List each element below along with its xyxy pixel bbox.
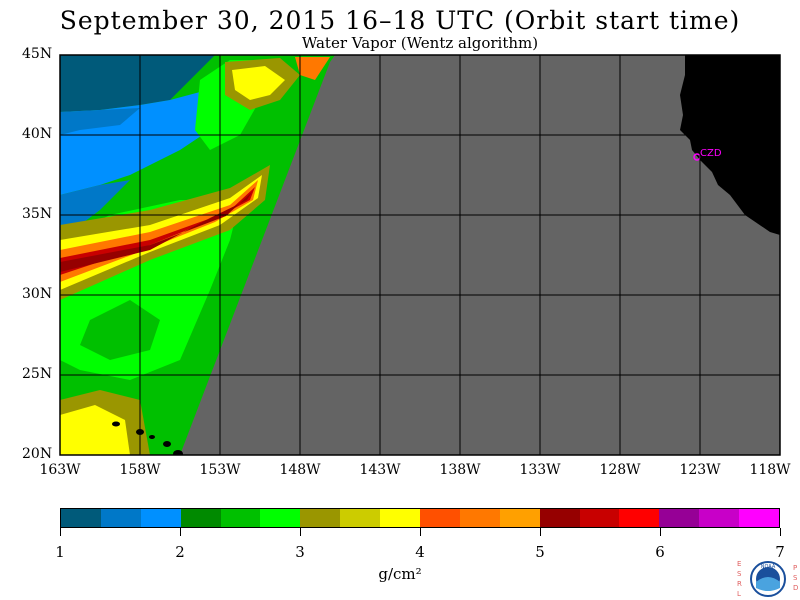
longitude-label: 123W	[679, 462, 721, 478]
colorbar-swatch	[100, 509, 141, 527]
colorbar-swatch	[659, 509, 700, 527]
logo-letter: S	[737, 570, 742, 578]
colorbar-tick-label: 4	[415, 543, 425, 561]
colorbar-swatch	[260, 509, 301, 527]
latitude-label: 30N	[22, 286, 53, 302]
river-core	[60, 192, 252, 272]
colorbar	[60, 508, 780, 528]
logo-letter: E	[737, 560, 742, 568]
latitude-label: 45N	[22, 46, 53, 62]
colorbar-tick-label: 5	[535, 543, 545, 561]
colorbar-swatch	[619, 509, 660, 527]
hawaii-island	[173, 450, 183, 455]
colorbar-tick-label: 6	[655, 543, 665, 561]
hawaii-island	[112, 421, 120, 427]
longitude-label: 158W	[119, 462, 161, 478]
logo-letter: S	[793, 574, 798, 582]
colorbar-swatch	[380, 509, 421, 527]
colorbar-swatch	[300, 509, 341, 527]
colorbar-swatch	[739, 509, 780, 527]
colorbar-swatch	[499, 509, 540, 527]
hawaii-island	[149, 435, 155, 439]
noaa-logo: NOAA E S R L P S D	[737, 558, 799, 600]
logo-letter: L	[737, 590, 741, 598]
longitude-label: 138W	[439, 462, 481, 478]
longitude-label: 128W	[599, 462, 641, 478]
colorbar-tick	[300, 528, 301, 536]
colorbar-swatch	[61, 509, 101, 527]
hawaii-island	[163, 441, 171, 447]
colorbar-tick	[780, 528, 781, 536]
colorbar-tick	[540, 528, 541, 536]
colorbar-tick-label: 7	[775, 543, 785, 561]
colorbar-tick-label: 1	[55, 543, 65, 561]
colorbar-tick	[60, 528, 61, 536]
longitude-label: 153W	[199, 462, 241, 478]
latitude-label: 35N	[22, 206, 53, 222]
colorbar-tick-label: 2	[175, 543, 185, 561]
longitude-label: 143W	[359, 462, 401, 478]
colorbar-swatch	[699, 509, 740, 527]
colorbar-tick	[660, 528, 661, 536]
logo-letter: D	[793, 584, 799, 592]
moist-swirl-yellow	[232, 66, 285, 100]
svg-text:NOAA: NOAA	[761, 564, 776, 570]
colorbar-swatch	[539, 509, 580, 527]
latitude-label: 25N	[22, 366, 53, 382]
dry-region-dark	[60, 55, 215, 112]
longitude-label: 148W	[279, 462, 321, 478]
colorbar-swatch	[340, 509, 381, 527]
map-title: September 30, 2015 16–18 UTC (Orbit star…	[59, 6, 741, 35]
latitude-label: 20N	[22, 446, 53, 462]
colorbar-tick	[180, 528, 181, 536]
longitude-label: 163W	[39, 462, 81, 478]
colorbar-unit: g/cm²	[378, 565, 422, 583]
gridlines	[60, 55, 780, 455]
colorbar-swatch	[420, 509, 460, 527]
colorbar-tick-label: 3	[295, 543, 305, 561]
dry-region-mid	[60, 108, 140, 135]
colorbar-swatch	[180, 509, 221, 527]
map-subtitle: Water Vapor (Wentz algorithm)	[301, 34, 539, 52]
longitude-label: 118W	[749, 462, 791, 478]
colorbar-swatch	[579, 509, 620, 527]
colorbar-swatch	[220, 509, 261, 527]
water-vapor-map: CZD	[59, 54, 781, 456]
sw-moisture-yellow	[60, 405, 130, 455]
map-frame	[59, 54, 781, 456]
colorbar-swatch	[140, 509, 181, 527]
station-label: CZD	[700, 148, 722, 159]
moist-swirl-orange	[295, 57, 330, 80]
colorbar-tick	[420, 528, 421, 536]
logo-letter: P	[793, 564, 798, 572]
latitude-label: 40N	[22, 126, 53, 142]
longitude-label: 133W	[519, 462, 561, 478]
colorbar-swatch	[459, 509, 500, 527]
logo-letter: R	[737, 580, 742, 588]
land-california	[680, 55, 780, 235]
